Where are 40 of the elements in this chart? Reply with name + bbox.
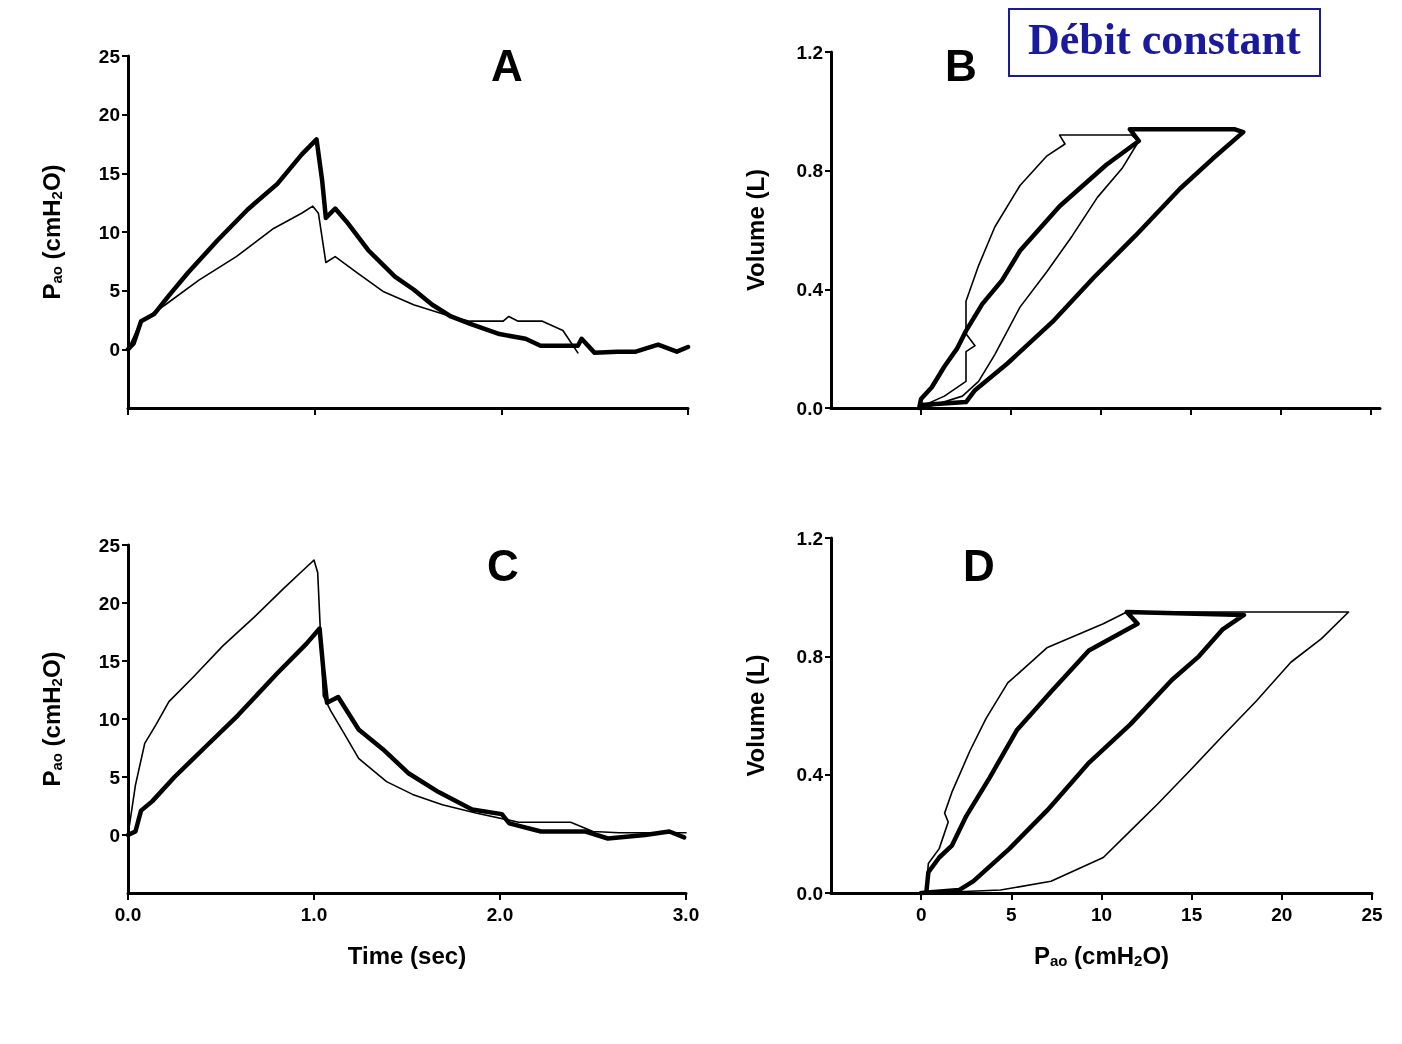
y-axis-title: Volume (L) — [741, 168, 769, 292]
y-tick-label: 0.8 — [796, 160, 823, 182]
annotation: Débit constant — [1008, 8, 1321, 77]
y-tick-label: 25 — [98, 534, 121, 556]
y-tick-label: 0.4 — [796, 764, 824, 786]
y-tick-label: 15 — [98, 650, 121, 672]
x-tick-label: 5 — [1006, 904, 1018, 925]
y-tick-label: 1.2 — [796, 41, 823, 63]
y-tick-label: 0.0 — [796, 882, 823, 904]
y-tick-label: 25 — [98, 45, 121, 67]
y-tick-label: 0.4 — [796, 278, 824, 300]
x-tick-label: 10 — [1090, 904, 1113, 925]
chart-title: B — [945, 40, 977, 90]
y-tick-label: 0.0 — [796, 397, 823, 419]
y-tick-label: 0 — [109, 338, 120, 360]
y-tick-label: 0.8 — [796, 645, 823, 667]
y-tick-label: 5 — [109, 766, 121, 788]
x-axis-title: Pao (cmH2O) — [1033, 942, 1170, 969]
x-tick-label: 2.0 — [486, 904, 514, 925]
x-tick-label: 1.0 — [300, 904, 328, 925]
x-tick-label: 25 — [1361, 904, 1383, 925]
y-axis-title: Volume (L) — [741, 654, 769, 777]
chart-title: A — [491, 40, 523, 90]
x-tick-label: 15 — [1181, 904, 1203, 925]
x-tick-label: 3.0 — [672, 904, 700, 925]
x-tick-label: 0 — [915, 904, 927, 925]
y-tick-label: 0 — [109, 824, 120, 846]
y-tick-label: 1.2 — [796, 527, 823, 549]
y-tick-label: 10 — [98, 221, 120, 243]
y-tick-label: 15 — [98, 162, 121, 184]
chart-title: D — [963, 540, 995, 590]
y-axis-title: Pao (cmH2O) — [38, 651, 65, 787]
y-tick-label: 5 — [109, 280, 121, 302]
y-tick-label: 20 — [98, 104, 120, 126]
x-tick-label: 20 — [1271, 904, 1293, 925]
x-axis-title: Time (sec) — [347, 941, 467, 969]
chart-title: C — [487, 540, 519, 590]
y-tick-label: 20 — [98, 592, 120, 614]
y-tick-label: 10 — [98, 708, 120, 730]
y-axis-title: Pao (cmH2O) — [38, 164, 65, 300]
